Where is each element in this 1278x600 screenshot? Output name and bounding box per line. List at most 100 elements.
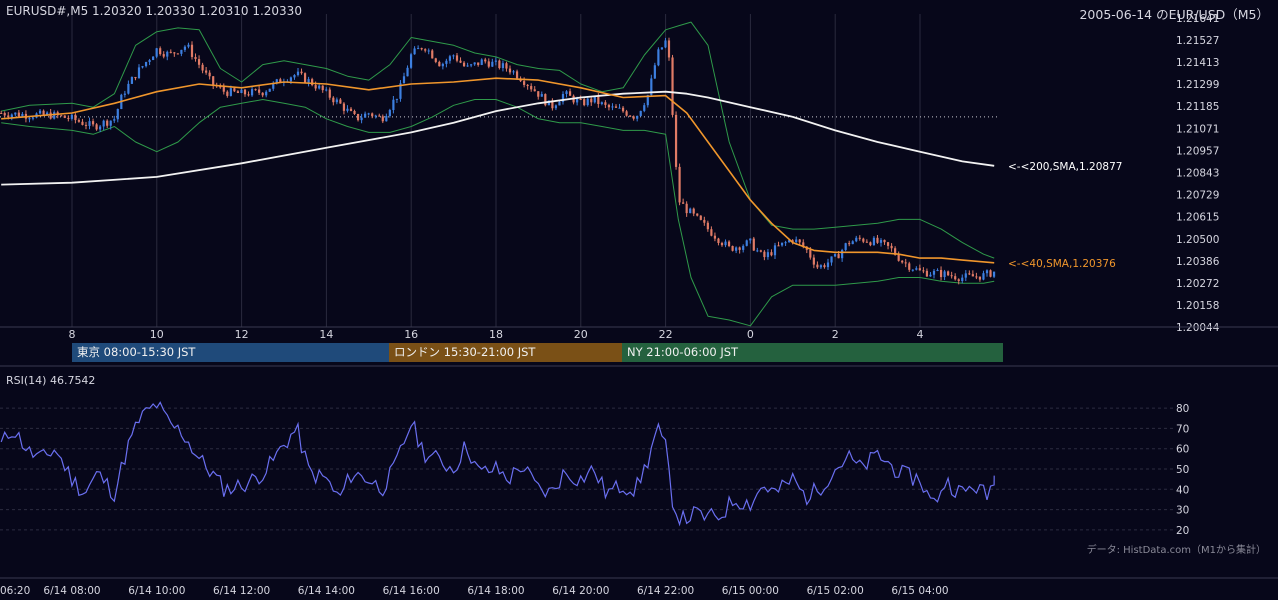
candle-body xyxy=(113,119,116,121)
candle-body xyxy=(233,88,236,92)
candle-body xyxy=(692,208,695,214)
candle-body xyxy=(205,70,208,73)
candle-body xyxy=(992,271,996,277)
candle-body xyxy=(886,242,890,246)
candle-body xyxy=(583,99,586,106)
candle-body xyxy=(897,254,900,261)
candle-body xyxy=(180,49,183,54)
candle-body xyxy=(328,89,331,98)
candle-body xyxy=(459,60,462,63)
time-tick-label: 6/14 10:00 xyxy=(128,585,185,597)
candle-body xyxy=(229,88,232,96)
candle-body xyxy=(544,94,547,106)
candle-body xyxy=(452,55,455,57)
candle-body xyxy=(385,116,388,122)
candle-body xyxy=(289,77,293,82)
candle-body xyxy=(21,113,24,117)
candle-body xyxy=(106,120,109,126)
time-tick-label: 6/15 02:00 xyxy=(807,585,864,597)
session-newyork: NY 21:00-06:00 JST xyxy=(622,343,1003,362)
candle-body xyxy=(42,110,45,115)
candle-body xyxy=(674,114,678,167)
rsi-tick-label: 30 xyxy=(1176,505,1189,517)
candle-body xyxy=(763,251,766,258)
candle-body xyxy=(480,59,483,65)
candle-body xyxy=(194,56,197,60)
candle-body xyxy=(477,62,480,65)
candle-body xyxy=(823,265,826,268)
candle-body xyxy=(466,65,469,67)
candle-body xyxy=(865,241,868,243)
candle-body xyxy=(303,73,307,83)
candle-body xyxy=(505,63,508,69)
candle-body xyxy=(568,91,572,96)
candle-body xyxy=(957,279,960,281)
candle-body xyxy=(978,276,982,280)
price-tick-label: 1.20386 xyxy=(1176,256,1220,268)
candle-body xyxy=(152,56,155,61)
candle-body xyxy=(342,103,346,111)
candle-body xyxy=(671,57,674,115)
candle-body xyxy=(844,243,847,250)
candle-body xyxy=(349,108,353,111)
candle-body xyxy=(759,250,762,252)
candle-body xyxy=(777,245,780,247)
candle-body xyxy=(735,247,738,251)
candle-body xyxy=(155,48,158,57)
candle-body xyxy=(17,112,20,117)
candle-body xyxy=(643,105,646,111)
candle-body xyxy=(325,89,328,91)
candle-body xyxy=(929,274,932,277)
candle-body xyxy=(971,274,974,277)
candle-body xyxy=(243,89,247,95)
candle-body xyxy=(501,63,505,69)
candle-body xyxy=(537,91,540,97)
time-tick-label: 6/14 22:00 xyxy=(637,585,694,597)
price-tick-label: 1.21185 xyxy=(1176,101,1219,113)
candle-body xyxy=(830,256,833,263)
hour-tick-label: 10 xyxy=(150,328,164,341)
candle-body xyxy=(727,241,731,247)
sma200-line xyxy=(1,90,995,186)
rsi-line xyxy=(0,401,995,527)
candle-body xyxy=(756,250,759,252)
candle-body xyxy=(565,91,568,95)
candle-body xyxy=(261,92,264,96)
time-tick-label: 6/14 08:00 xyxy=(43,585,100,597)
candle-body xyxy=(321,85,324,91)
time-tick-label: 06:20 xyxy=(0,585,30,597)
candle-body xyxy=(116,109,119,120)
candle-body xyxy=(766,252,770,258)
candle-body xyxy=(551,100,554,109)
candle-body xyxy=(547,100,550,106)
candle-body xyxy=(819,265,823,268)
candle-body xyxy=(462,62,466,67)
candle-body xyxy=(353,110,356,115)
candle-body xyxy=(809,249,812,258)
candle-body xyxy=(374,115,377,117)
sma40-label: <-<40,SMA,1.20376 xyxy=(1008,258,1116,270)
candle-body xyxy=(360,117,363,121)
candle-body xyxy=(894,248,897,255)
candle-body xyxy=(943,271,946,278)
time-tick-label: 6/15 00:00 xyxy=(722,585,779,597)
candle-body xyxy=(60,115,63,117)
candle-body xyxy=(936,269,939,271)
candle-body xyxy=(339,99,342,104)
candle-body xyxy=(88,121,91,126)
candle-body xyxy=(526,84,529,87)
candle-body xyxy=(851,241,854,245)
candle-body xyxy=(530,86,533,90)
candle-body xyxy=(222,86,225,92)
rsi-tick-label: 70 xyxy=(1176,423,1189,435)
candle-body xyxy=(395,98,399,100)
candle-body xyxy=(63,115,66,118)
candle-body xyxy=(487,61,490,67)
time-tick-label: 6/14 14:00 xyxy=(298,585,355,597)
candle-body xyxy=(3,113,6,116)
candle-body xyxy=(445,60,448,64)
hour-tick-label: 0 xyxy=(747,328,754,341)
hour-tick-label: 22 xyxy=(659,328,673,341)
candle-body xyxy=(515,71,519,79)
